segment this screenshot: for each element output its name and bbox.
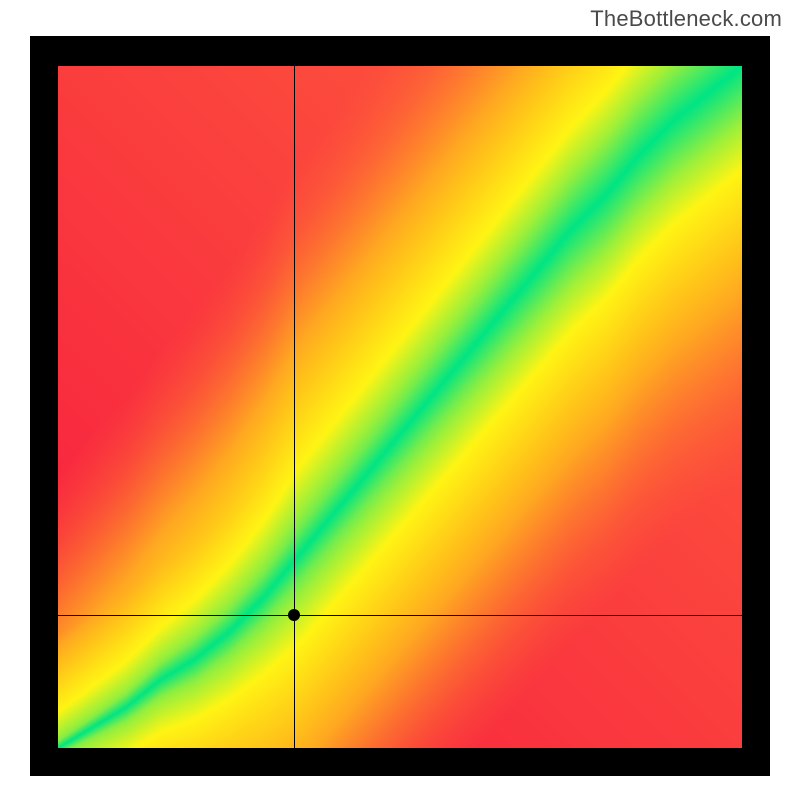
page-root: { "attribution": { "text": "TheBottlenec… (0, 0, 800, 800)
heatmap-canvas (58, 66, 742, 748)
attribution-text: TheBottleneck.com (590, 6, 782, 32)
bottleneck-heatmap (58, 66, 742, 748)
